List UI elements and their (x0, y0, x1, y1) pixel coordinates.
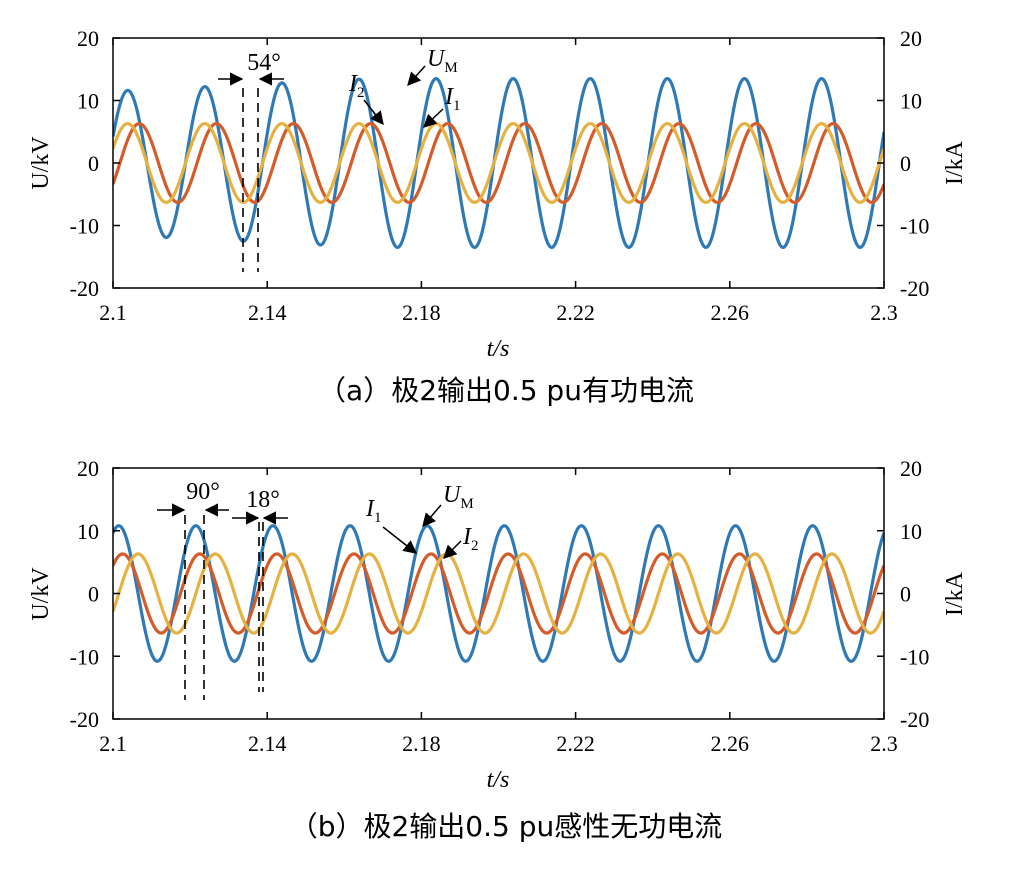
x-tick-label: 2.18 (402, 300, 441, 325)
chart-b-ylabel-left: U/kV (28, 567, 54, 621)
chart-a-series (113, 77, 884, 249)
svg-text:I2: I2 (462, 524, 479, 554)
x-tick-label: 2.3 (870, 731, 898, 756)
phase-label-90: 90° (186, 479, 220, 505)
chart-a-caption: （a）极2输出0.5 pu有功电流 (318, 374, 694, 407)
y-tick-label-right: -10 (900, 644, 929, 669)
chart-b-callout-i1: I1 (365, 496, 418, 554)
chart-a-frame (112, 37, 885, 289)
chart-b-series-i-2 (113, 552, 884, 635)
chart-a-callout-um: UM (407, 46, 458, 87)
chart-a-xlabel: t/s (487, 336, 510, 362)
y-tick-label-right: 10 (900, 519, 922, 544)
x-tick-label: 2.26 (711, 300, 750, 325)
x-tick-label: 2.26 (711, 731, 750, 756)
chart-b: 2.1 2.14 2.18 2.22 2.26 2.3 20 20 10 10 0 0 -10 -10 -2… (28, 456, 968, 843)
svg-text:I1: I1 (444, 84, 461, 114)
chart-b-series (113, 524, 884, 663)
x-tick-label: 2.1 (99, 731, 127, 756)
chart-b-series-u-m (113, 524, 884, 663)
svg-text:UM: UM (443, 482, 474, 512)
x-tick-label: 2.18 (402, 731, 441, 756)
svg-text:I2: I2 (348, 71, 365, 101)
y-tick-label-left: 0 (88, 151, 99, 176)
y-tick-label-right: 10 (900, 89, 922, 114)
x-tick-label: 2.14 (248, 300, 287, 325)
y-tick-label-left: -20 (70, 276, 99, 301)
y-tick-label-right: 0 (900, 582, 911, 607)
chart-a-ticks: 2.1 2.14 2.18 2.22 2.26 2.3 20 20 10 10 0 0 -10 -10 -2… (70, 26, 930, 325)
y-tick-label-right: 0 (900, 151, 911, 176)
y-tick-label-left: -20 (70, 707, 99, 732)
chart-a-callout-i2: I2 (348, 71, 384, 126)
phase-label-18: 18° (246, 487, 280, 513)
chart-a-callout-i1: I1 (423, 84, 461, 128)
y-tick-label-left: -10 (70, 644, 99, 669)
chart-b-phase-annotation-18: 18° (232, 487, 288, 692)
chart-b-xlabel: t/s (487, 767, 510, 793)
y-tick-label-right: -20 (900, 276, 929, 301)
chart-a: 2.1 2.14 2.18 2.22 2.26 2.3 20 20 10 10 0 0 -10 -10 -2… (28, 26, 968, 407)
x-tick-label: 2.1 (99, 300, 127, 325)
y-tick-label-left: 10 (77, 89, 99, 114)
x-tick-label: 2.14 (248, 731, 287, 756)
chart-b-callout-i2: I2 (443, 524, 479, 559)
chart-b-frame (112, 467, 885, 720)
chart-a-series-i-2 (113, 122, 884, 204)
svg-text:UM: UM (427, 46, 458, 76)
y-tick-label-left: 20 (77, 26, 99, 51)
svg-text:I1: I1 (365, 496, 382, 526)
chart-a-ylabel-right: I/kA (942, 140, 968, 185)
y-tick-label-left: -10 (70, 214, 99, 239)
chart-b-series-i-1 (113, 552, 884, 635)
chart-a-phase-annotation: 54° (218, 50, 284, 272)
phase-label-54: 54° (247, 50, 281, 76)
y-tick-label-right: -10 (900, 214, 929, 239)
chart-b-caption: （b）极2输出0.5 pu感性无功电流 (290, 810, 723, 843)
y-tick-label-left: 0 (88, 582, 99, 607)
chart-a-series-u-m (113, 77, 884, 249)
chart-b-ticks: 2.1 2.14 2.18 2.22 2.26 2.3 20 20 10 10 0 0 -10 -10 -2… (70, 456, 930, 756)
chart-b-callout-um: UM (422, 482, 474, 528)
y-tick-label-right: 20 (900, 456, 922, 481)
chart-b-ylabel-right: I/kA (942, 571, 968, 616)
chart-b-phase-annotation-90: 90° (157, 479, 229, 700)
y-tick-label-left: 20 (77, 456, 99, 481)
x-tick-label: 2.3 (870, 300, 898, 325)
x-tick-label: 2.22 (556, 731, 595, 756)
y-tick-label-left: 10 (77, 519, 99, 544)
x-tick-label: 2.22 (556, 300, 595, 325)
y-tick-label-right: -20 (900, 707, 929, 732)
chart-a-series-i-1 (113, 122, 884, 204)
chart-a-ylabel-left: U/kV (28, 136, 54, 190)
y-tick-label-right: 20 (900, 26, 922, 51)
